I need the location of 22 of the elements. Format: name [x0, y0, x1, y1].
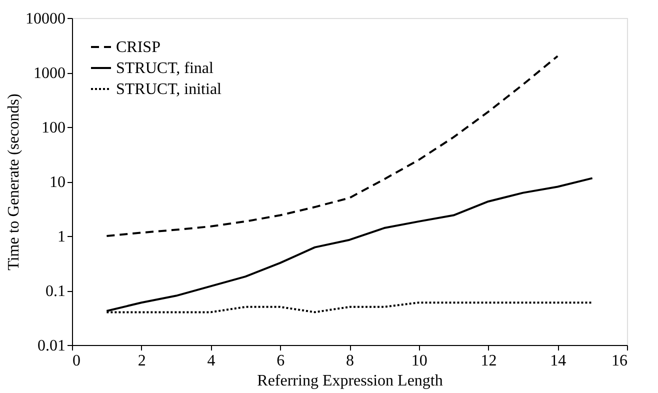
x-tick-label: 10 [411, 352, 428, 370]
x-tick-label: 16 [612, 352, 628, 370]
x-tick-label: 2 [138, 352, 146, 370]
x-tick-label: 6 [276, 352, 285, 370]
legend-label: CRISP [116, 39, 161, 56]
y-tick-label: 1000 [34, 65, 66, 82]
x-tick-label: 4 [207, 352, 216, 370]
y-tick-label: 0.01 [38, 338, 66, 354]
y-tick-label: 10000 [26, 10, 66, 28]
legend-label: STRUCT, final [116, 60, 214, 77]
x-axis-title: Referring Expression Length [257, 372, 443, 390]
y-tick-label: 100 [42, 120, 66, 136]
y-tick-label: 1 [58, 228, 66, 246]
legend-label: STRUCT, initial [116, 81, 222, 98]
x-tick-label: 8 [346, 352, 354, 370]
x-tick-label: 14 [550, 352, 566, 370]
x-tick-label: 12 [480, 352, 497, 370]
line-series [106, 55, 559, 237]
y-tick-label: 0.1 [46, 283, 66, 300]
y-axis-title: Time to Generate (seconds) [6, 94, 22, 270]
y-tick-label: 10 [50, 174, 66, 191]
x-tick-label: 0 [72, 352, 80, 370]
